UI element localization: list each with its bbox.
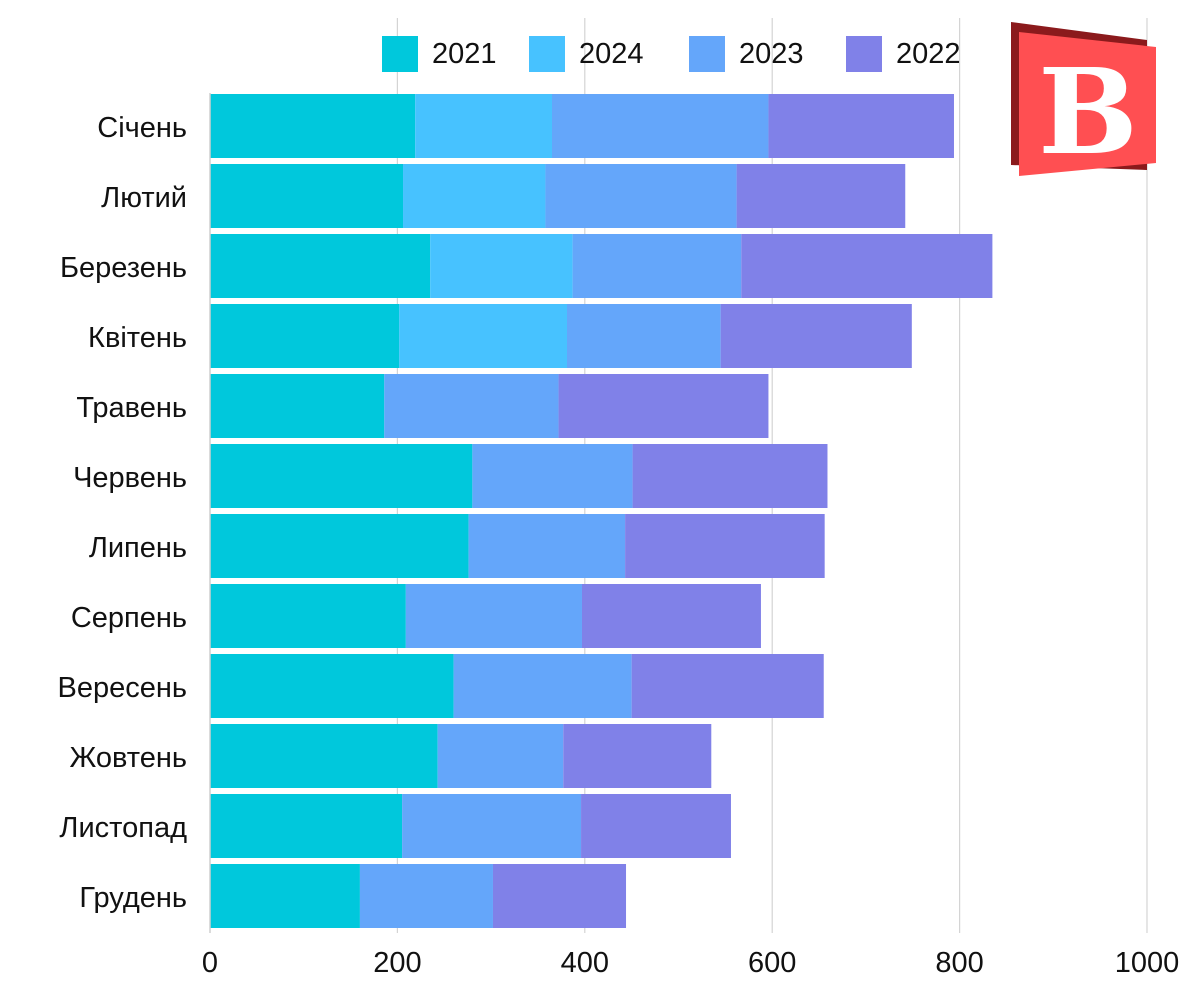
legend-item-2022: 2022 [846, 36, 961, 72]
bar-2023-11 [402, 794, 582, 858]
x-axis-tick-labels: 0 200 400 600 800 1000 [202, 947, 1179, 979]
x-tick-label: 1000 [1115, 947, 1180, 979]
category-label: Серпень [71, 602, 187, 634]
bar-2022-8 [581, 584, 761, 648]
bar-group-8 [210, 584, 761, 648]
category-label: Квітень [88, 322, 187, 354]
bar-2024-4 [399, 304, 567, 368]
bar-2022-6 [632, 444, 828, 508]
bar-2023-7 [468, 514, 626, 578]
bar-group-4 [210, 304, 912, 368]
bar-2023-2 [545, 164, 737, 228]
bar-2022-9 [631, 654, 824, 718]
bars [210, 94, 993, 928]
bar-2022-1 [768, 94, 954, 158]
bar-group-6 [210, 444, 828, 508]
x-tick-label: 0 [202, 947, 218, 979]
legend-label: 2022 [896, 38, 961, 70]
legend-item-2021: 2021 [382, 36, 497, 72]
category-label: Вересень [58, 672, 187, 704]
bar-2023-5 [384, 374, 559, 438]
bar-2023-10 [437, 724, 564, 788]
legend: 2021 2024 2023 2022 [382, 36, 961, 72]
bar-2024-1 [415, 94, 553, 158]
category-labels: Січень Лютий Березень Квітень Травень Червень… [58, 112, 188, 914]
bar-2022-7 [625, 514, 825, 578]
bar-2022-10 [563, 724, 712, 788]
bar-group-10 [210, 724, 712, 788]
category-label: Червень [73, 462, 187, 494]
logo-front-shape [1019, 32, 1156, 176]
bar-2021-12 [210, 864, 360, 928]
bar-2023-12 [359, 864, 493, 928]
bar-group-12 [210, 864, 627, 928]
bar-2021-7 [210, 514, 469, 578]
bar-2021-4 [210, 304, 400, 368]
category-label: Липень [89, 532, 187, 564]
category-label: Лютий [101, 182, 187, 214]
x-tick-label: 600 [748, 947, 796, 979]
bar-2023-1 [552, 94, 769, 158]
bar-2021-5 [210, 374, 385, 438]
bar-2021-2 [210, 164, 404, 228]
bar-2021-6 [210, 444, 473, 508]
logo-letter: B [1038, 42, 1138, 181]
category-label: Січень [97, 112, 187, 144]
bar-2023-9 [453, 654, 632, 718]
legend-label: 2023 [739, 38, 804, 70]
bar-2021-8 [210, 584, 406, 648]
bar-2022-5 [558, 374, 769, 438]
bar-2021-10 [210, 724, 438, 788]
category-label: Жовтень [69, 742, 187, 774]
bar-2021-11 [210, 794, 403, 858]
bar-group-1 [210, 94, 954, 158]
bar-2021-9 [210, 654, 454, 718]
bar-group-2 [210, 164, 906, 228]
bar-2024-2 [403, 164, 546, 228]
x-tick-label: 400 [561, 947, 609, 979]
bar-group-5 [210, 374, 769, 438]
bar-2024-3 [430, 234, 573, 298]
bar-group-11 [210, 794, 731, 858]
legend-item-2024: 2024 [529, 36, 644, 72]
category-label: Березень [60, 252, 187, 284]
bar-2023-8 [405, 584, 582, 648]
x-tick-label: 800 [935, 947, 983, 979]
bar-2023-3 [572, 234, 742, 298]
legend-item-2023: 2023 [689, 36, 804, 72]
legend-swatch [529, 36, 565, 72]
bar-group-3 [210, 234, 993, 298]
bar-2021-1 [210, 94, 416, 158]
legend-swatch [382, 36, 418, 72]
bar-2022-2 [736, 164, 906, 228]
category-label: Травень [76, 392, 187, 424]
bar-group-9 [210, 654, 824, 718]
bar-group-7 [210, 514, 825, 578]
bar-2021-3 [210, 234, 431, 298]
bar-2022-4 [720, 304, 912, 368]
legend-label: 2021 [432, 38, 497, 70]
bar-2022-11 [581, 794, 731, 858]
x-tick-label: 200 [373, 947, 421, 979]
bar-2022-12 [492, 864, 627, 928]
legend-swatch [689, 36, 725, 72]
bar-2023-4 [566, 304, 721, 368]
category-label: Грудень [79, 882, 187, 914]
bar-2022-3 [741, 234, 993, 298]
legend-swatch [846, 36, 882, 72]
brand-logo: B [1011, 22, 1156, 181]
legend-label: 2024 [579, 38, 644, 70]
bar-2023-6 [472, 444, 633, 508]
category-label: Листопад [59, 812, 187, 844]
